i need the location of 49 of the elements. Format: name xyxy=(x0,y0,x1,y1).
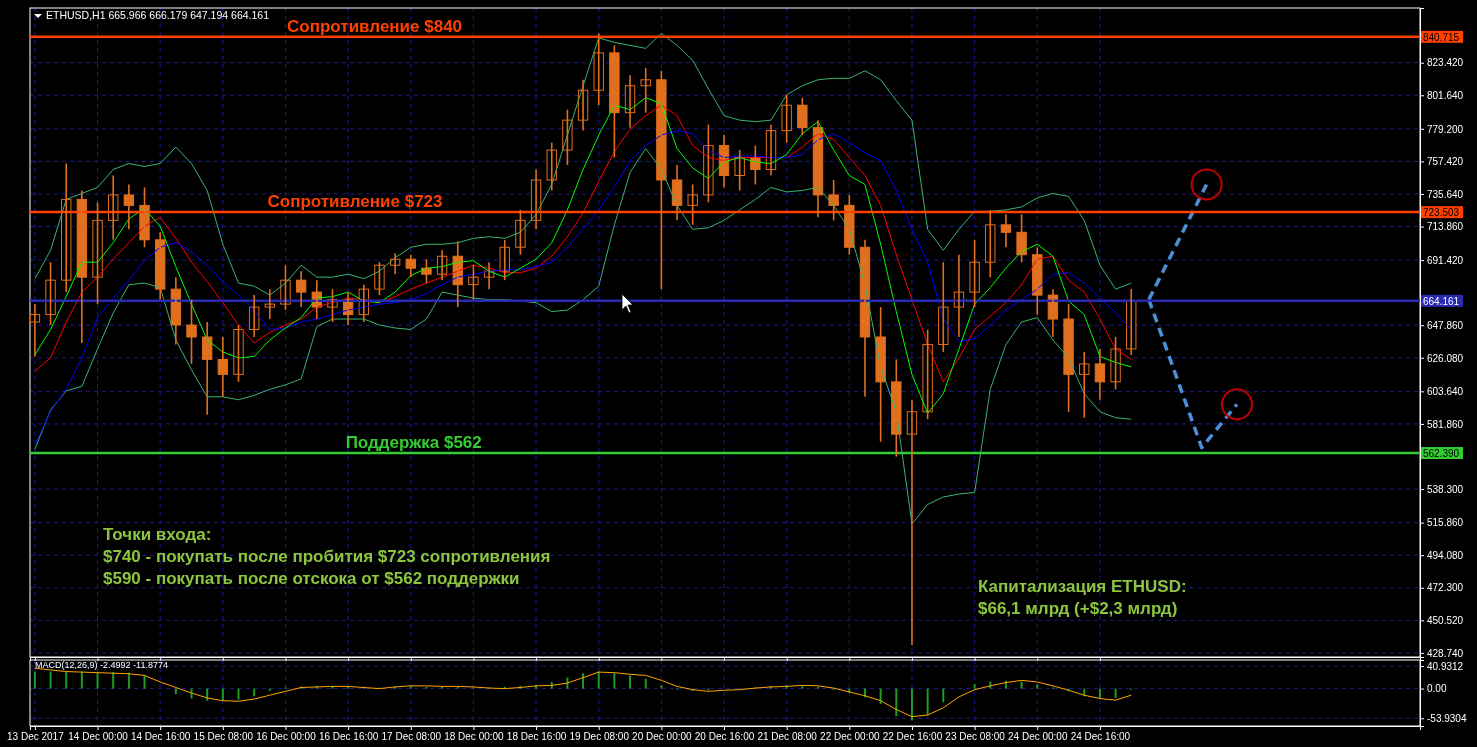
ref-line-label: 562.390 xyxy=(1423,448,1460,460)
y-tick-label: 515.860 xyxy=(1427,517,1464,529)
ref-line-label: 840.715 xyxy=(1423,31,1460,43)
x-tick-label: 17 Dec 08:00 xyxy=(381,731,442,743)
y-tick-label: 823.420 xyxy=(1427,57,1464,69)
x-tick-label: 13 Dec 2017 xyxy=(7,731,65,743)
y-tick-label: 0.00 xyxy=(1427,683,1447,695)
y-tick-label: 40.9312 xyxy=(1427,660,1464,672)
y-tick-label: 450.520 xyxy=(1427,615,1464,627)
y-tick-label: 713.860 xyxy=(1427,221,1464,233)
y-tick-label: 691.420 xyxy=(1427,254,1464,266)
annotation: Капитализация ETHUSD: $66,1 млрд (+$2,3 млрд) xyxy=(978,577,1187,618)
x-tick-label: 14 Dec 00:00 xyxy=(68,731,129,743)
x-tick-label: 20 Dec 00:00 xyxy=(632,731,693,743)
x-tick-label: 18 Dec 16:00 xyxy=(506,731,567,743)
x-tick-label: 24 Dec 16:00 xyxy=(1070,731,1131,743)
annotation: Точки входа: $740 - покупать после пробития $723 сопротивления $590 - покупать после отскока от $562 поддержки xyxy=(103,525,551,588)
x-tick-label: 15 Dec 08:00 xyxy=(193,731,254,743)
y-tick-label: 428.740 xyxy=(1427,647,1464,659)
y-tick-label: 779.200 xyxy=(1427,123,1464,135)
x-tick-label: 16 Dec 16:00 xyxy=(318,731,379,743)
chart-title: MACD(12,26,9) -2.4992 -11.8774 xyxy=(35,660,168,670)
x-tick-label: 18 Dec 00:00 xyxy=(444,731,505,743)
y-tick-label: 538.300 xyxy=(1427,483,1464,495)
y-tick-label: 472.300 xyxy=(1427,582,1464,594)
x-tick-label: 24 Dec 00:00 xyxy=(1008,731,1068,743)
x-tick-label: 14 Dec 16:00 xyxy=(130,731,191,743)
y-tick-label: 581.860 xyxy=(1427,418,1464,430)
y-tick-label: 626.080 xyxy=(1427,352,1464,364)
annotation: Сопротивление $840 xyxy=(287,16,463,36)
x-tick-label: 23 Dec 08:00 xyxy=(945,731,1006,743)
y-tick-label: 735.640 xyxy=(1427,188,1464,200)
ref-line-label: 664.161 xyxy=(1423,295,1460,307)
annotation: Сопротивление $723 xyxy=(267,192,443,212)
x-tick-label: 20 Dec 16:00 xyxy=(694,731,755,743)
x-tick-label: 16 Dec 00:00 xyxy=(256,731,317,743)
y-tick-label: -53.9304 xyxy=(1427,712,1467,724)
x-tick-label: 21 Dec 08:00 xyxy=(757,731,818,743)
y-tick-label: 603.640 xyxy=(1427,386,1464,398)
x-tick-label: 22 Dec 16:00 xyxy=(882,731,943,743)
y-tick-label: 757.420 xyxy=(1427,156,1464,168)
ref-line-label: 723.503 xyxy=(1423,207,1460,219)
x-tick-label: 19 Dec 08:00 xyxy=(569,731,630,743)
annotation: Поддержка $562 xyxy=(345,433,482,453)
y-tick-label: 647.860 xyxy=(1427,319,1464,331)
y-tick-label: 801.640 xyxy=(1427,89,1464,101)
y-tick-label: 494.080 xyxy=(1427,549,1464,561)
chart-title: ETHUSD,H1 665.966 666.179 647.194 664.161 xyxy=(46,9,270,21)
x-tick-label: 22 Dec 00:00 xyxy=(820,731,880,743)
